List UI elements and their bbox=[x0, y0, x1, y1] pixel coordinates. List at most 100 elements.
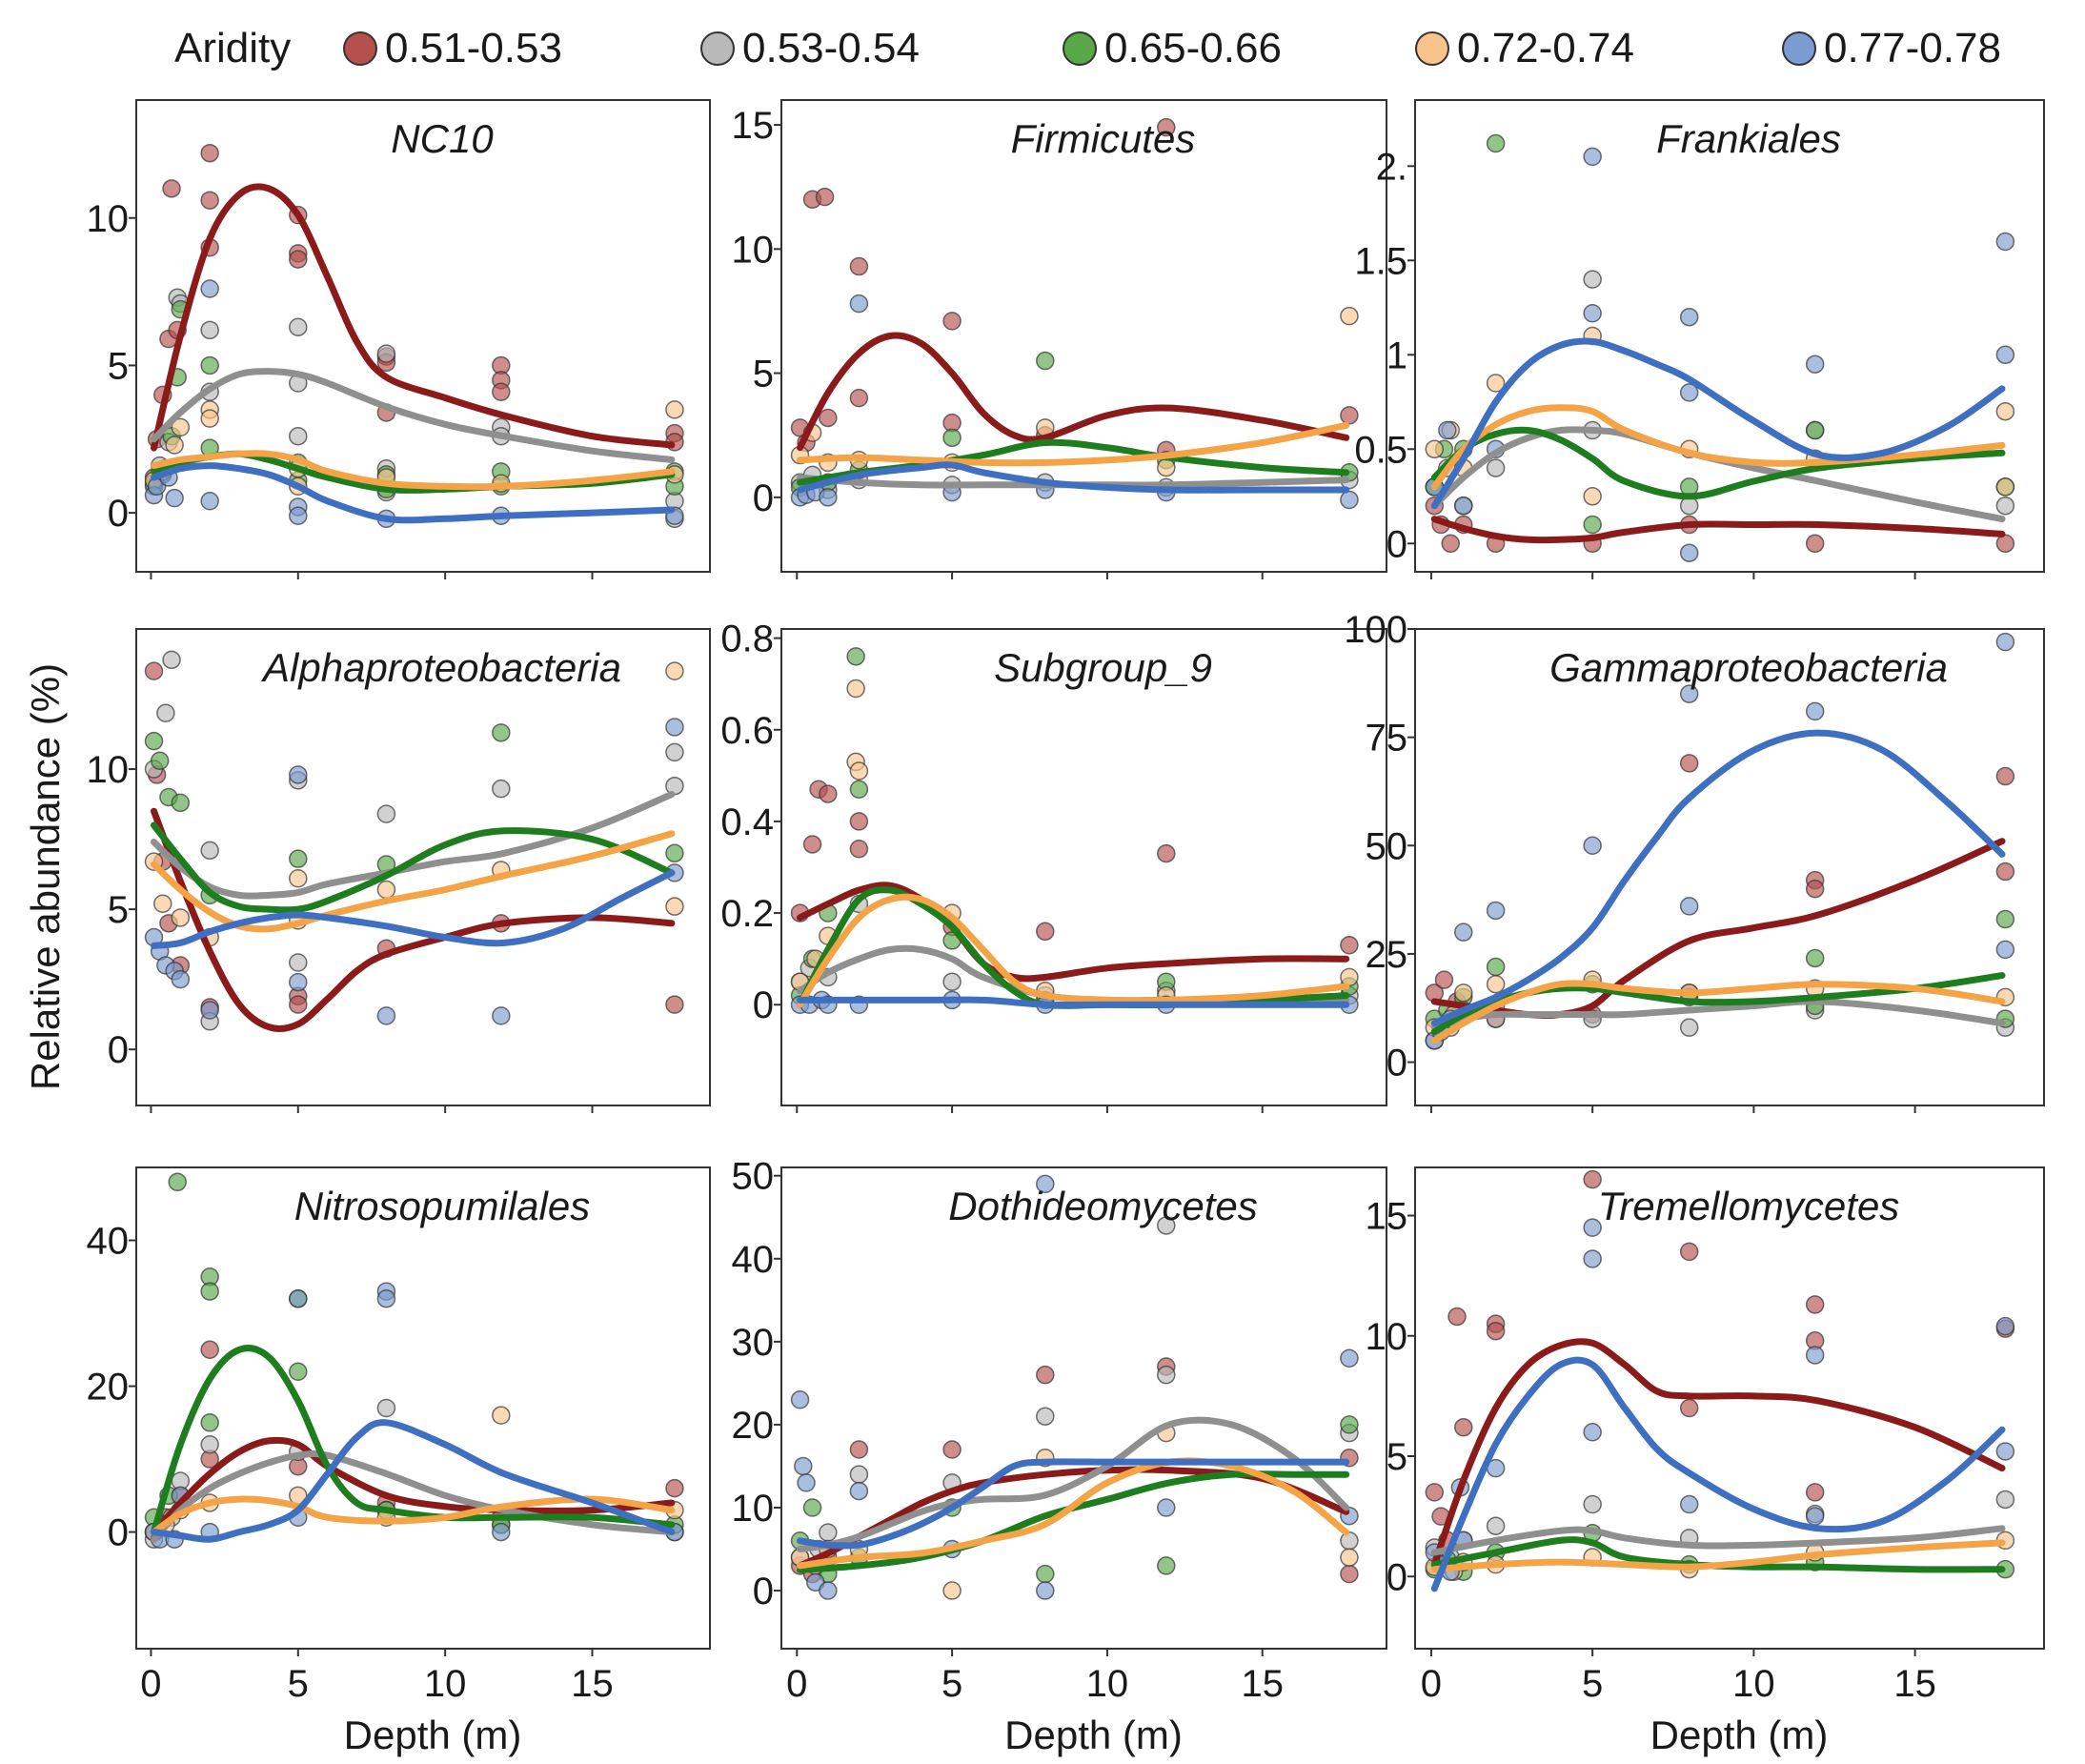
series-curve bbox=[797, 1457, 1350, 1570]
data-point bbox=[171, 908, 191, 927]
data-point bbox=[200, 841, 219, 861]
data-point bbox=[1583, 147, 1602, 167]
data-point bbox=[200, 1340, 219, 1360]
data-point bbox=[819, 784, 838, 803]
legend-label: 0.51-0.53 bbox=[385, 25, 562, 71]
panel-title: Tremellomycetes bbox=[1598, 1184, 1900, 1228]
data-point bbox=[1805, 1295, 1825, 1314]
y-tick-label: 40 bbox=[87, 1221, 130, 1263]
data-point bbox=[289, 953, 308, 972]
data-point bbox=[849, 761, 869, 781]
data-point bbox=[1583, 515, 1602, 535]
legend-item: 0.53-0.54 bbox=[700, 25, 920, 72]
data-point bbox=[849, 1440, 869, 1459]
data-point bbox=[200, 1435, 219, 1454]
data-point bbox=[1995, 766, 2015, 786]
y-tick-label: 0.8 bbox=[720, 618, 774, 660]
y-tick-label: 0 bbox=[108, 493, 129, 535]
x-axis-label: Depth (m) bbox=[1004, 1713, 1183, 1757]
y-tick-label: 0.2 bbox=[720, 893, 774, 935]
y-tick-label: 15 bbox=[732, 105, 775, 147]
data-point bbox=[665, 776, 684, 796]
data-point bbox=[1995, 401, 2015, 421]
data-point bbox=[1583, 303, 1602, 323]
data-point bbox=[1995, 862, 2015, 882]
series-curve bbox=[1430, 516, 2006, 544]
data-point bbox=[790, 1390, 810, 1409]
data-point bbox=[150, 751, 170, 770]
panel-frame bbox=[1414, 99, 2045, 573]
series-curve bbox=[151, 791, 676, 900]
x-tick-label: 5 bbox=[288, 1663, 309, 1705]
data-point bbox=[1583, 1249, 1602, 1268]
series-curve bbox=[797, 893, 1350, 1008]
panel-title: Subgroup_9 bbox=[994, 645, 1212, 690]
data-point bbox=[1340, 935, 1359, 955]
panel-frame bbox=[780, 1166, 1387, 1650]
legend-label: 0.77-0.78 bbox=[1824, 25, 2001, 71]
data-point bbox=[1805, 701, 1825, 721]
data-point bbox=[1454, 923, 1473, 942]
data-point bbox=[1036, 1564, 1055, 1584]
y-tick-label: 20 bbox=[87, 1367, 130, 1409]
data-point bbox=[144, 731, 164, 751]
panel-nitrosopumilales: 0 20 40 0 5 10 15 Nitrosopumilales Depth (m) bbox=[87, 1166, 711, 1757]
data-point bbox=[1340, 1548, 1359, 1567]
y-tick-label: 10 bbox=[87, 198, 130, 240]
data-point bbox=[665, 718, 684, 737]
data-point bbox=[492, 779, 511, 799]
data-point bbox=[200, 279, 219, 298]
y-tick-label: 5 bbox=[108, 889, 129, 931]
series-curve bbox=[797, 996, 1350, 1009]
data-point bbox=[1805, 534, 1825, 554]
y-tick-label: 0 bbox=[753, 477, 774, 519]
x-axis-label: Depth (m) bbox=[1650, 1713, 1829, 1757]
data-point bbox=[156, 703, 175, 722]
series-curve bbox=[1430, 426, 2006, 500]
series-curve bbox=[1430, 729, 2006, 1027]
data-point bbox=[849, 1481, 869, 1501]
series-curve bbox=[151, 368, 676, 463]
legend-label: 0.72-0.74 bbox=[1457, 25, 1634, 71]
data-point bbox=[1454, 1417, 1473, 1437]
data-point bbox=[289, 849, 308, 868]
y-tick-label: 0.4 bbox=[720, 801, 774, 843]
data-point bbox=[1340, 1348, 1359, 1369]
data-point bbox=[200, 1001, 219, 1020]
y-tick-label: 0 bbox=[108, 1029, 129, 1071]
data-point bbox=[815, 187, 835, 207]
data-point bbox=[1995, 232, 2015, 252]
data-point bbox=[289, 869, 308, 888]
data-point bbox=[665, 400, 684, 419]
data-point bbox=[802, 835, 822, 854]
series-curve bbox=[1430, 1536, 2006, 1573]
panel-frame bbox=[780, 628, 1387, 1106]
data-point bbox=[1679, 684, 1699, 703]
panel-title: NC10 bbox=[391, 116, 494, 161]
data-point bbox=[1995, 345, 2015, 365]
y-tick-label: 10 bbox=[732, 229, 775, 271]
legend: Aridity 0.51-0.53 0.53-0.54 0.65-0.66 0.72-… bbox=[0, 0, 2085, 95]
data-point bbox=[846, 679, 865, 699]
panel-title: Dothideomycetes bbox=[948, 1184, 1258, 1228]
data-point bbox=[849, 1465, 869, 1484]
y-tick-label: 10 bbox=[1366, 1316, 1408, 1358]
data-point bbox=[1340, 1564, 1359, 1584]
legend-item: 0.65-0.66 bbox=[1063, 25, 1282, 72]
data-point bbox=[162, 650, 181, 670]
panel-gammaproteobacteria: 0 25 50 75 100 Gammaproteobacteria bbox=[1344, 609, 2045, 1113]
data-point bbox=[376, 1398, 396, 1418]
data-point bbox=[376, 1288, 396, 1308]
panel-alphaproteobacteria: 0 5 10 Alphaproteobacteria bbox=[87, 628, 711, 1113]
legend-item: 0.51-0.53 bbox=[343, 25, 562, 72]
panel-title: Nitrosopumilales bbox=[294, 1184, 590, 1228]
data-point bbox=[200, 1413, 219, 1432]
data-point bbox=[289, 426, 308, 446]
y-tick-label: 0 bbox=[1387, 1043, 1407, 1085]
data-point bbox=[1340, 967, 1359, 987]
data-point bbox=[1679, 897, 1699, 916]
data-point bbox=[846, 647, 865, 666]
data-point bbox=[200, 409, 219, 428]
data-point bbox=[1805, 879, 1825, 899]
x-tick-label: 15 bbox=[571, 1663, 614, 1705]
